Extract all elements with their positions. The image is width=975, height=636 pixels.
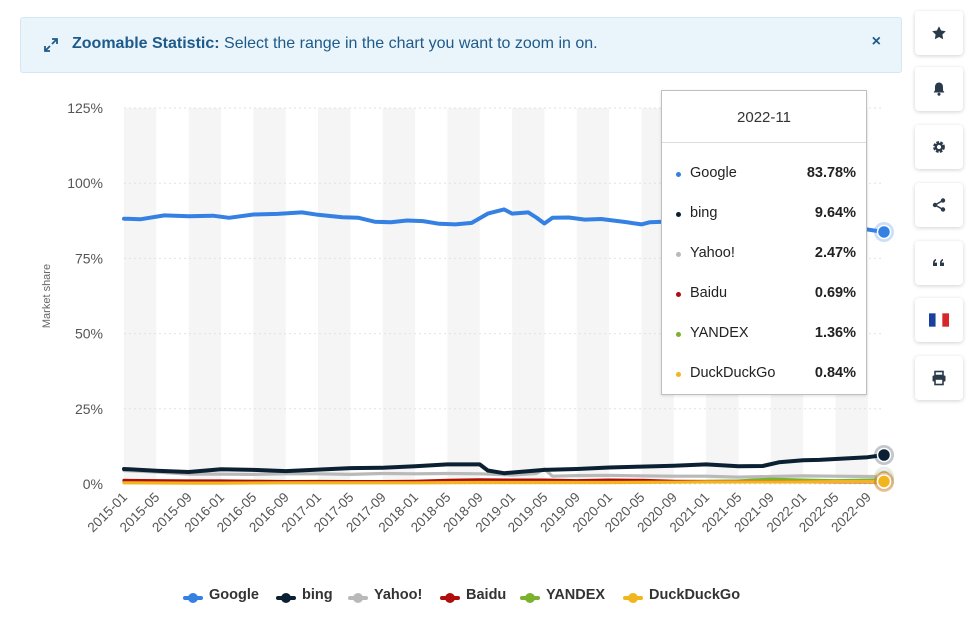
tooltip-row: DuckDuckGo 0.84% [676,365,856,385]
tooltip-dot [676,252,681,257]
gear-icon [933,141,945,153]
settings-button[interactable] [915,125,963,169]
y-tick-label: 75% [75,250,103,266]
quote-icon [933,259,944,266]
notification-button[interactable] [915,67,963,111]
cite-button[interactable] [915,241,963,285]
tooltip-series-name: YANDEX [690,325,749,341]
tooltip-row: Yahoo! 2.47% [676,245,856,265]
y-axis-title: Market share [41,264,53,328]
tooltip-dot [676,172,681,177]
language-button[interactable] [915,298,963,342]
grid-band [447,108,480,484]
tooltip-dot [676,372,681,377]
bell-icon [933,82,945,96]
legend-label: YANDEX [546,587,606,603]
grid-band [318,108,351,484]
chart-tooltip: 2022-11 Google 83.78% bing 9.64% Yahoo! 2.47%… [661,90,867,395]
close-banner-button[interactable]: × [871,33,881,50]
tooltip-series-name: Google [690,165,737,181]
tooltip-row: YANDEX 1.36% [676,325,856,345]
grid-band [253,108,286,484]
share-icon [932,198,946,212]
legend-marker [348,593,368,603]
star-icon [932,26,946,40]
series-line-duckduckgo [122,479,886,485]
grid-band [382,108,416,484]
series-line-yahoo [122,467,886,479]
legend-marker [276,593,296,603]
grid-band [188,108,222,484]
legend-label: Baidu [466,587,507,603]
tooltip-series-value: 0.84% [814,365,856,381]
banner-message: Select the range in the chart you want t… [219,35,598,52]
print-button[interactable] [915,356,963,400]
legend-marker [183,593,203,603]
tooltip-series-value: 83.78% [806,165,856,181]
grid-band [512,108,545,484]
tooltip-series-name: DuckDuckGo [690,365,776,381]
legend-label: DuckDuckGo [649,587,741,603]
zoom-banner: Zoomable Statistic: Select the range in … [20,17,902,73]
grid-band [576,108,610,484]
y-tick-label: 50% [75,326,103,342]
legend-label: bing [302,587,333,603]
expand-arrows-icon [44,38,58,52]
tooltip-series-name: Baidu [690,285,728,301]
legend-label: Google [209,587,259,603]
tooltip-dot [676,332,681,337]
y-tick-label: 0% [83,476,103,492]
y-tick-label: 100% [67,175,103,191]
chart-legend: Google bing Yahoo! Baidu YANDEX DuckDuckGo [0,587,930,607]
share-button[interactable] [915,183,963,227]
tooltip-series-value: 9.64% [814,205,856,221]
y-tick-label: 125% [67,100,103,116]
legend-marker [440,593,460,603]
y-tick-label: 25% [75,401,103,417]
series-end-marker [876,224,892,240]
series-line-bing [122,453,886,476]
tooltip-row: Baidu 0.69% [676,285,856,305]
tooltip-series-value: 2.47% [814,245,856,261]
tooltip-date: 2022-11 [737,109,791,126]
tooltip-dot [676,292,681,297]
favorite-button[interactable] [915,11,963,55]
tooltip-row: bing 9.64% [676,205,856,225]
printer-icon [932,370,946,386]
banner-title: Zoomable Statistic: [72,35,220,52]
tooltip-series-value: 1.36% [814,325,856,341]
french-flag-icon [929,313,949,327]
series-end-marker [876,447,892,463]
legend-marker [520,593,540,603]
series-end-marker [876,474,892,489]
tooltip-row: Google 83.78% [676,165,856,185]
tooltip-series-name: bing [690,205,718,221]
tooltip-series-name: Yahoo! [690,245,735,261]
legend-label: Yahoo! [374,587,423,603]
tooltip-divider [662,142,866,143]
tooltip-series-value: 0.69% [814,285,856,301]
banner-text: Zoomable Statistic: Select the range in … [72,35,598,53]
legend-marker [623,593,643,603]
grid-band [124,108,157,484]
tooltip-dot [676,212,681,217]
